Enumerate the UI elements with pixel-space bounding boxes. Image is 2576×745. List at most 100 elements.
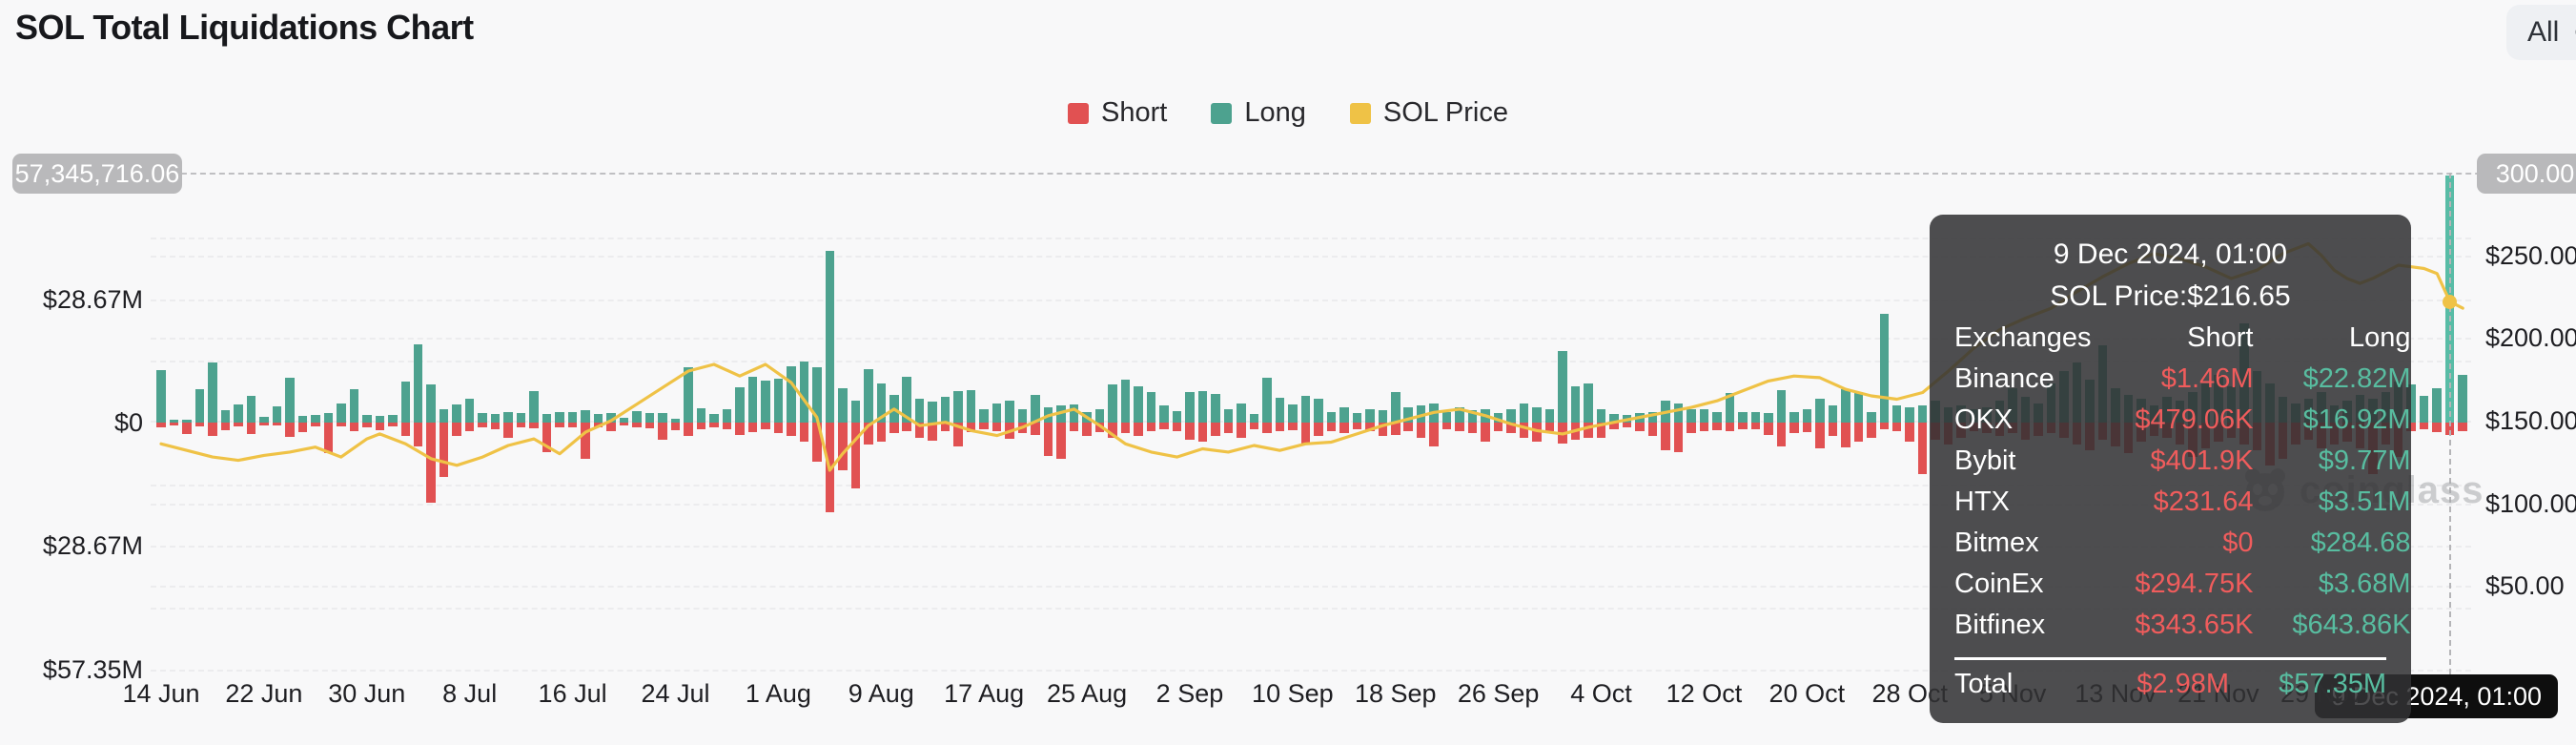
short-liquidation-bar[interactable] bbox=[1596, 423, 1606, 438]
short-liquidation-bar[interactable] bbox=[722, 423, 732, 429]
short-liquidation-bar[interactable] bbox=[1223, 423, 1234, 434]
short-liquidation-bar[interactable] bbox=[1378, 423, 1387, 436]
long-liquidation-bar[interactable] bbox=[992, 403, 1002, 423]
long-liquidation-bar[interactable] bbox=[1584, 383, 1593, 423]
long-liquidation-bar[interactable] bbox=[1506, 409, 1516, 423]
long-liquidation-bar[interactable] bbox=[503, 411, 513, 423]
short-liquidation-bar[interactable] bbox=[349, 423, 359, 432]
short-liquidation-bar[interactable] bbox=[285, 423, 295, 437]
long-liquidation-bar[interactable] bbox=[812, 366, 822, 423]
short-liquidation-bar[interactable] bbox=[593, 423, 603, 428]
short-liquidation-bar[interactable] bbox=[555, 423, 564, 427]
long-liquidation-bar[interactable] bbox=[684, 367, 693, 423]
short-liquidation-bar[interactable] bbox=[1570, 423, 1581, 441]
legend-item-sol-price[interactable]: SOL Price bbox=[1349, 97, 1508, 129]
short-liquidation-bar[interactable] bbox=[1288, 423, 1298, 431]
short-liquidation-bar[interactable] bbox=[452, 423, 461, 436]
short-liquidation-bar[interactable] bbox=[272, 423, 282, 426]
short-liquidation-bar[interactable] bbox=[362, 423, 372, 427]
long-liquidation-bar[interactable] bbox=[1867, 411, 1876, 423]
short-liquidation-bar[interactable] bbox=[1635, 423, 1645, 432]
short-liquidation-bar[interactable] bbox=[1237, 423, 1246, 438]
short-liquidation-bar[interactable] bbox=[1802, 423, 1812, 432]
long-liquidation-bar[interactable] bbox=[1853, 392, 1864, 423]
short-liquidation-bar[interactable] bbox=[478, 423, 487, 428]
short-liquidation-bar[interactable] bbox=[426, 423, 436, 503]
long-liquidation-bar[interactable] bbox=[1314, 398, 1323, 423]
long-liquidation-bar[interactable] bbox=[1687, 409, 1696, 423]
long-liquidation-bar[interactable] bbox=[1673, 403, 1684, 423]
short-liquidation-bar[interactable] bbox=[1120, 423, 1131, 434]
short-liquidation-bar[interactable] bbox=[709, 423, 719, 427]
long-liquidation-bar[interactable] bbox=[362, 414, 372, 423]
short-liquidation-bar[interactable] bbox=[1544, 423, 1555, 432]
long-liquidation-bar[interactable] bbox=[1712, 411, 1722, 423]
long-liquidation-bar[interactable] bbox=[1802, 409, 1812, 423]
long-liquidation-bar[interactable] bbox=[1841, 388, 1850, 423]
long-liquidation-bar[interactable] bbox=[1596, 409, 1606, 423]
long-liquidation-bar[interactable] bbox=[452, 404, 461, 423]
short-liquidation-bar[interactable] bbox=[311, 423, 320, 427]
long-liquidation-bar[interactable] bbox=[1609, 413, 1619, 423]
long-liquidation-bar[interactable] bbox=[439, 409, 449, 423]
short-liquidation-bar[interactable] bbox=[1673, 423, 1684, 452]
long-liquidation-bar[interactable] bbox=[825, 250, 835, 423]
long-liquidation-bar[interactable] bbox=[979, 409, 989, 423]
short-liquidation-bar[interactable] bbox=[1211, 423, 1220, 436]
long-liquidation-bar[interactable] bbox=[1467, 410, 1478, 423]
short-liquidation-bar[interactable] bbox=[259, 423, 269, 426]
time-range-button[interactable]: All bbox=[2506, 5, 2576, 60]
long-liquidation-bar[interactable] bbox=[388, 415, 398, 423]
long-liquidation-bar[interactable] bbox=[349, 389, 359, 423]
short-liquidation-bar[interactable] bbox=[1879, 423, 1889, 429]
short-liquidation-bar[interactable] bbox=[761, 423, 770, 429]
long-liquidation-bar[interactable] bbox=[761, 380, 770, 423]
long-liquidation-bar[interactable] bbox=[1339, 407, 1349, 423]
long-liquidation-bar[interactable] bbox=[1815, 399, 1825, 423]
long-liquidation-bar[interactable] bbox=[1031, 395, 1040, 423]
long-liquidation-bar[interactable] bbox=[1558, 351, 1567, 423]
short-liquidation-bar[interactable] bbox=[1853, 423, 1864, 443]
short-liquidation-bar[interactable] bbox=[375, 423, 385, 431]
long-liquidation-bar[interactable] bbox=[1249, 413, 1259, 423]
short-liquidation-bar[interactable] bbox=[876, 423, 887, 443]
long-liquidation-bar[interactable] bbox=[464, 399, 475, 423]
long-liquidation-bar[interactable] bbox=[1378, 410, 1387, 423]
long-liquidation-bar[interactable] bbox=[722, 408, 732, 423]
short-liquidation-bar[interactable] bbox=[529, 423, 539, 429]
short-liquidation-bar[interactable] bbox=[1828, 423, 1838, 436]
short-liquidation-bar[interactable] bbox=[696, 423, 706, 429]
short-liquidation-bar[interactable] bbox=[850, 423, 861, 488]
long-liquidation-bar[interactable] bbox=[1403, 407, 1413, 423]
long-liquidation-bar[interactable] bbox=[194, 389, 205, 423]
long-liquidation-bar[interactable] bbox=[889, 394, 899, 423]
short-liquidation-bar[interactable] bbox=[606, 423, 616, 432]
long-liquidation-bar[interactable] bbox=[400, 381, 410, 423]
long-liquidation-bar[interactable] bbox=[1159, 404, 1169, 423]
long-liquidation-bar[interactable] bbox=[297, 415, 308, 423]
short-liquidation-bar[interactable] bbox=[246, 423, 256, 434]
short-liquidation-bar[interactable] bbox=[1622, 423, 1632, 428]
short-liquidation-bar[interactable] bbox=[1558, 423, 1567, 444]
long-liquidation-bar[interactable] bbox=[478, 412, 487, 423]
long-liquidation-bar[interactable] bbox=[1917, 404, 1928, 423]
long-liquidation-bar[interactable] bbox=[1069, 404, 1079, 423]
short-liquidation-bar[interactable] bbox=[670, 423, 681, 431]
short-liquidation-bar[interactable] bbox=[812, 423, 822, 462]
short-liquidation-bar[interactable] bbox=[889, 423, 899, 434]
short-liquidation-bar[interactable] bbox=[1172, 423, 1182, 432]
long-liquidation-bar[interactable] bbox=[1275, 397, 1285, 423]
long-liquidation-bar[interactable] bbox=[696, 407, 706, 423]
short-liquidation-bar[interactable] bbox=[1467, 423, 1478, 434]
long-liquidation-bar[interactable] bbox=[747, 377, 758, 423]
short-liquidation-bar[interactable] bbox=[1185, 423, 1195, 441]
short-liquidation-bar[interactable] bbox=[1841, 423, 1850, 448]
long-liquidation-bar[interactable] bbox=[799, 361, 809, 423]
short-liquidation-bar[interactable] bbox=[1429, 423, 1439, 446]
long-liquidation-bar[interactable] bbox=[1532, 407, 1542, 423]
short-liquidation-bar[interactable] bbox=[234, 423, 243, 427]
short-liquidation-bar[interactable] bbox=[735, 423, 745, 435]
short-liquidation-bar[interactable] bbox=[1905, 423, 1914, 443]
long-liquidation-bar[interactable] bbox=[156, 369, 166, 423]
long-liquidation-bar[interactable] bbox=[1082, 412, 1092, 423]
